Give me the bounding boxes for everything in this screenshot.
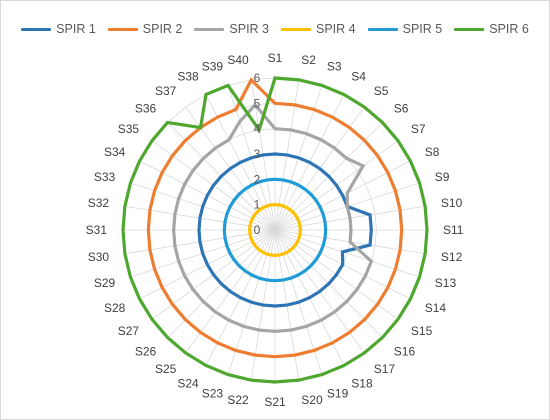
legend-label: SPIR 1 (56, 22, 96, 36)
category-label: S35 (118, 122, 140, 136)
category-label: S2 (301, 53, 316, 67)
series-line-spir-4 (248, 203, 302, 257)
legend-swatch (21, 27, 52, 31)
legend-item: SPIR 6 (454, 22, 529, 36)
legend-label: SPIR 4 (316, 22, 356, 36)
category-label: S22 (227, 393, 249, 407)
category-label: S39 (202, 59, 224, 73)
category-label: S20 (301, 393, 323, 407)
radial-tick-label: 0 (254, 223, 261, 237)
radial-tick-labels: 0 1 2 3 4 5 6 (254, 71, 261, 237)
radial-tick-label: 1 (254, 198, 261, 212)
category-label: S6 (394, 101, 409, 115)
category-label: S32 (88, 196, 110, 210)
category-label: S1 (268, 51, 283, 65)
legend-label: SPIR 3 (229, 22, 269, 36)
legend-label: SPIR 6 (489, 22, 529, 36)
category-label: S26 (135, 345, 157, 359)
category-label: S10 (441, 196, 463, 210)
category-label: S17 (374, 362, 396, 376)
legend-item: SPIR 4 (281, 22, 356, 36)
category-label: S12 (441, 250, 463, 264)
category-label: S34 (104, 145, 126, 159)
legend-label: SPIR 2 (142, 22, 183, 36)
category-label: S23 (202, 387, 224, 401)
category-label: S33 (94, 170, 116, 184)
category-label: S3 (327, 59, 342, 73)
series-line-spir-3 (172, 102, 374, 333)
radial-tick-label: 6 (254, 71, 261, 85)
category-label: S36 (135, 101, 157, 115)
radial-tick-label: 2 (254, 172, 261, 186)
category-label: S11 (443, 223, 464, 237)
legend-swatch (107, 27, 138, 31)
radar-series-group (121, 76, 429, 384)
series-line-spir-6 (121, 76, 429, 384)
series-line-spir-2 (146, 77, 404, 359)
legend-item: SPIR 1 (21, 22, 96, 36)
legend-item: SPIR 5 (367, 22, 443, 36)
category-label: S29 (94, 276, 116, 290)
category-label: S37 (155, 84, 177, 98)
category-label: S9 (435, 170, 450, 184)
category-label: S25 (155, 362, 177, 376)
category-label: S16 (394, 345, 416, 359)
category-label: S31 (86, 223, 108, 237)
legend-swatch (454, 27, 485, 31)
category-label: S27 (118, 324, 140, 338)
category-label: S40 (227, 53, 249, 67)
legend-swatch (194, 27, 225, 31)
category-label: S4 (351, 70, 366, 84)
category-label: S30 (88, 250, 110, 264)
category-label: S38 (177, 70, 199, 84)
category-label: S21 (264, 395, 286, 409)
legend-label: SPIR 5 (402, 22, 443, 36)
legend-item: SPIR 2 (107, 22, 183, 36)
category-label: S15 (411, 324, 433, 338)
category-label: S8 (425, 145, 440, 159)
series-line-spir-1 (197, 152, 373, 308)
category-label: S28 (104, 301, 126, 315)
legend-item: SPIR 3 (194, 22, 269, 36)
category-label: S24 (177, 376, 199, 390)
category-label: S13 (435, 276, 457, 290)
legend-swatch (367, 27, 398, 31)
radial-tick-label: 5 (254, 96, 261, 110)
category-label: S19 (327, 387, 349, 401)
category-label: S7 (411, 122, 426, 136)
series-line-spir-5 (222, 177, 328, 283)
radial-tick-label: 3 (254, 147, 261, 161)
legend-swatch (281, 27, 311, 31)
category-label: S5 (374, 84, 389, 98)
radial-tick-label: 4 (254, 122, 261, 136)
category-label: S14 (425, 301, 447, 315)
category-label: S18 (351, 376, 373, 390)
chart-legend: SPIR 1 SPIR 2 SPIR 3 SPIR 4 SPIR 5 SPIR 6 (0, 22, 550, 36)
